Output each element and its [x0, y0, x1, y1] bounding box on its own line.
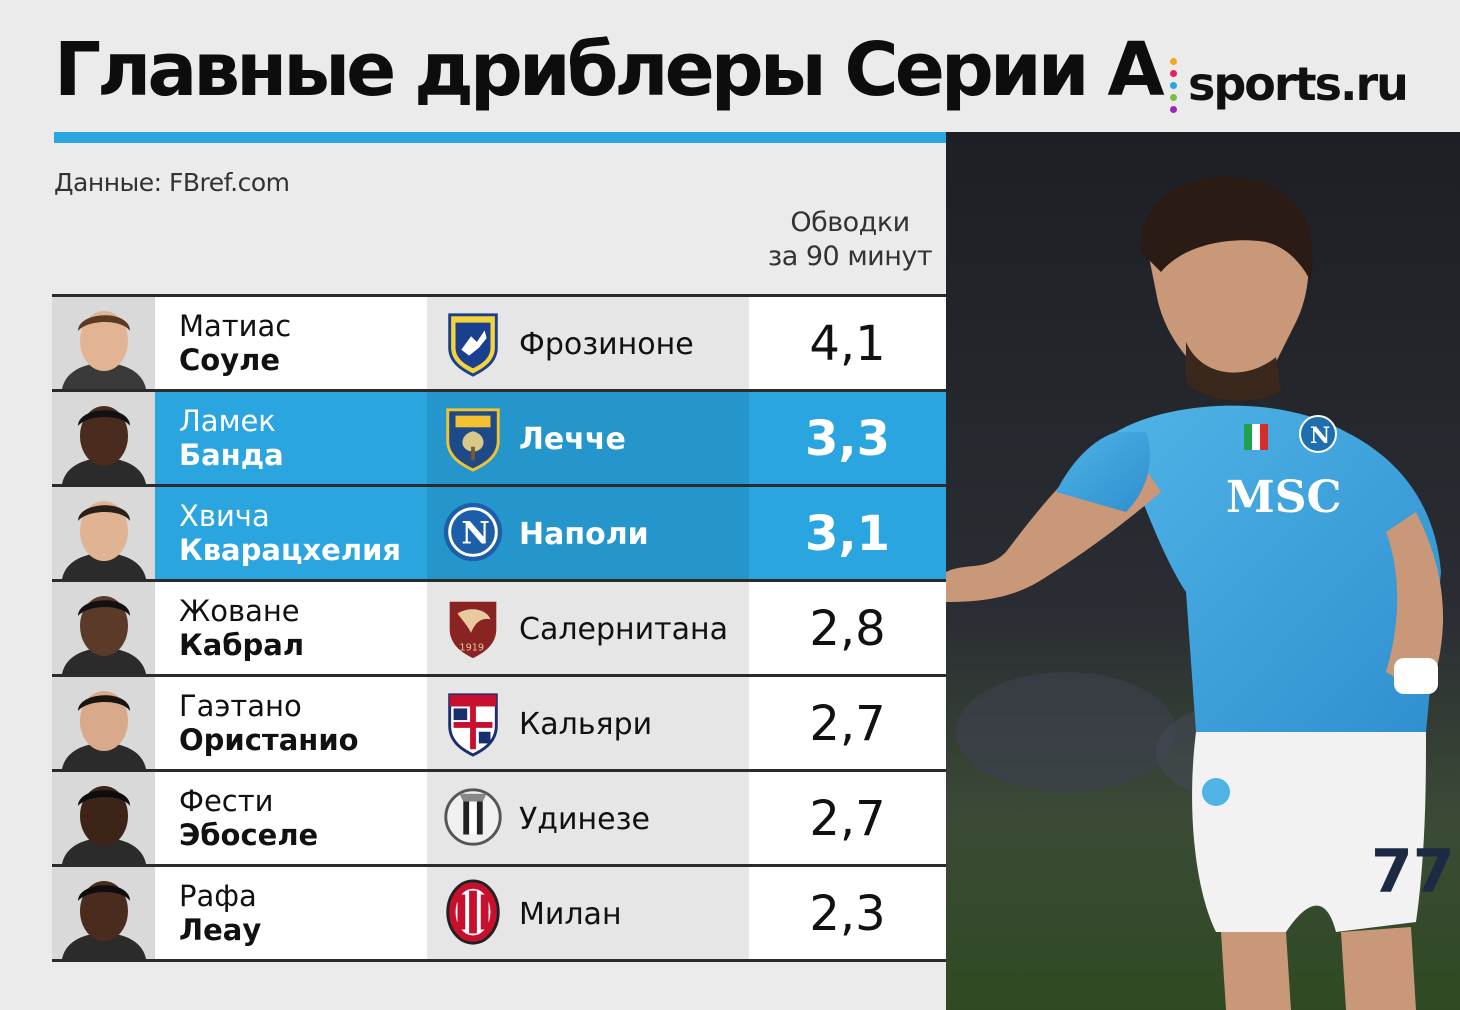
logo-text: sports.ru	[1188, 57, 1409, 111]
salernitana-crest-icon: 1919	[449, 601, 497, 659]
table-row: Ламек Банда Лечче 3,3	[52, 389, 946, 484]
club-name: Милан	[519, 897, 622, 932]
svg-text:77: 77	[1371, 837, 1455, 907]
club-name: Фрозиноне	[519, 327, 694, 362]
cagliari-crest-icon	[448, 693, 498, 757]
dribbles-value-cell: 3,1	[749, 487, 946, 579]
dribbles-value: 4,1	[809, 316, 886, 372]
player-avatar	[52, 772, 155, 864]
column-header: Обводки за 90 минут	[752, 206, 948, 274]
player-first-name: Матиас	[179, 309, 292, 343]
player-photo: MSC N 77	[946, 132, 1460, 1010]
dribbles-value: 2,7	[809, 696, 886, 752]
player-last-name: Леау	[179, 913, 262, 947]
player-first-name: Жоване	[179, 594, 300, 628]
udinese-crest-icon	[444, 788, 502, 846]
player-name-cell: Хвича Кварацхелия	[155, 487, 427, 579]
svg-text:N: N	[1310, 423, 1330, 449]
player-first-name: Гаэтано	[179, 689, 302, 723]
dribbles-value: 2,8	[809, 601, 886, 657]
player-last-name: Соуле	[179, 343, 281, 377]
player-avatar	[52, 392, 155, 484]
club-name: Лечче	[519, 422, 626, 457]
column-header-line1: Обводки	[790, 207, 910, 238]
table-row: Хвича Кварацхелия N Наполи 3,1	[52, 484, 946, 579]
player-avatar	[52, 297, 155, 389]
player-name-cell: Жоване Кабрал	[155, 582, 427, 674]
data-source: Данные: FBref.com	[54, 168, 290, 197]
player-last-name: Кабрал	[179, 628, 305, 662]
club-cell: Милан	[427, 867, 749, 959]
player-last-name: Эбоселе	[179, 818, 319, 852]
table-row: Фести Эбоселе Удинезе 2,7	[52, 769, 946, 864]
club-name: Наполи	[519, 517, 649, 552]
page-title: Главные дриблеры Серии А	[54, 27, 1165, 113]
svg-text:N: N	[461, 516, 489, 552]
club-name: Кальяри	[519, 707, 653, 742]
player-first-name: Хвича	[179, 499, 270, 533]
player-name-cell: Фести Эбоселе	[155, 772, 427, 864]
dribbles-value: 3,1	[804, 506, 891, 562]
header-divider	[54, 132, 1408, 143]
player-avatar	[52, 487, 155, 579]
dribbles-value-cell: 2,3	[749, 867, 946, 959]
player-avatar	[52, 867, 155, 959]
player-name-cell: Ламек Банда	[155, 392, 427, 484]
svg-text:MSC: MSC	[1226, 472, 1342, 523]
logo-dots-icon	[1168, 58, 1178, 114]
dribbles-value: 2,7	[809, 791, 886, 847]
lecce-crest-icon	[446, 408, 500, 472]
player-avatar	[52, 677, 155, 769]
player-name-cell: Рафа Леау	[155, 867, 427, 959]
dribbles-value-cell: 2,7	[749, 772, 946, 864]
player-last-name: Кварацхелия	[179, 533, 402, 567]
club-name: Удинезе	[519, 802, 651, 837]
table-row: Гаэтано Ористанио Кальяри 2,7	[52, 674, 946, 769]
napoli-crest-icon: N	[443, 502, 503, 562]
player-first-name: Ламек	[179, 404, 276, 438]
player-last-name: Банда	[179, 438, 284, 472]
dribblers-table: Матиас Соуле Фрозиноне 4,1 Ламек Банда Лечче 3,…	[52, 294, 946, 962]
player-name-cell: Матиас Соуле	[155, 297, 427, 389]
dribbles-value-cell: 2,7	[749, 677, 946, 769]
player-avatar	[52, 582, 155, 674]
dribbles-value: 3,3	[804, 411, 891, 467]
dribbles-value-cell: 4,1	[749, 297, 946, 389]
dribbles-value: 2,3	[809, 886, 886, 942]
player-first-name: Рафа	[179, 879, 257, 913]
column-header-line2: за 90 минут	[767, 241, 933, 272]
club-name: Салернитана	[519, 612, 728, 647]
milan-crest-icon	[446, 879, 500, 945]
dribbles-value-cell: 3,3	[749, 392, 946, 484]
club-cell: Лечче	[427, 392, 749, 484]
player-first-name: Фести	[179, 784, 274, 818]
player-name-cell: Гаэтано Ористанио	[155, 677, 427, 769]
table-row: Рафа Леау Милан 2,3	[52, 864, 946, 962]
club-cell: Кальяри	[427, 677, 749, 769]
club-cell: Удинезе	[427, 772, 749, 864]
dribbles-value-cell: 2,8	[749, 582, 946, 674]
frosinone-crest-icon	[448, 313, 498, 377]
club-cell: 1919 Салернитана	[427, 582, 749, 674]
table-row: Матиас Соуле Фрозиноне 4,1	[52, 294, 946, 389]
svg-text:1919: 1919	[459, 642, 484, 653]
club-cell: Фрозиноне	[427, 297, 749, 389]
club-cell: N Наполи	[427, 487, 749, 579]
table-row: Жоване Кабрал 1919 Салернитана 2,8	[52, 579, 946, 674]
player-last-name: Ористанио	[179, 723, 359, 757]
